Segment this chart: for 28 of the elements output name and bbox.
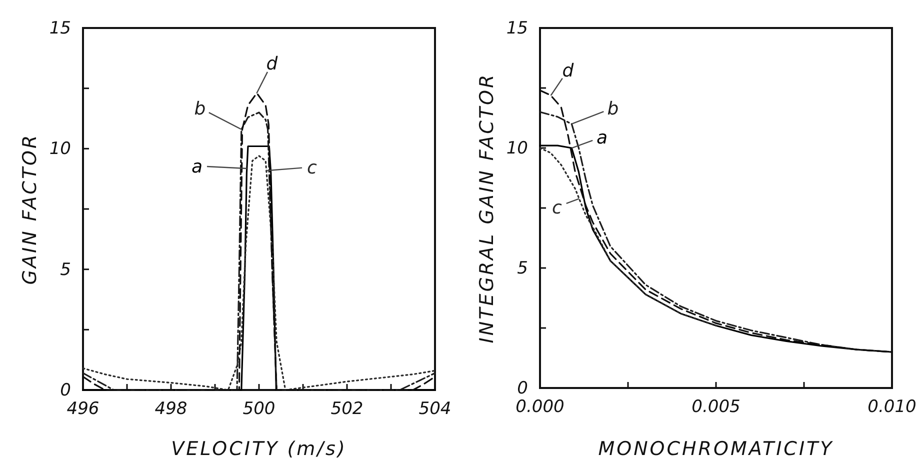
x-tick-label: 0.010 — [868, 397, 916, 418]
y-tick-label: 10 — [506, 138, 528, 158]
y-tick-label: 5 — [517, 258, 528, 278]
y-tick-label: 15 — [49, 18, 71, 38]
x-axis-title: MONOCHROMATICITY — [598, 438, 834, 460]
series-label: d — [266, 53, 278, 74]
x-axis-title: VELOCITY (m/s) — [171, 438, 347, 460]
y-tick-label: 15 — [506, 18, 528, 38]
y-tick-label: 5 — [60, 260, 71, 280]
y-axis-title: INTEGRAL GAIN FACTOR — [476, 72, 498, 344]
series-label: a — [596, 127, 608, 148]
y-tick-label: 10 — [49, 139, 71, 160]
text: b — [194, 98, 206, 120]
series-label: c — [552, 197, 562, 218]
x-tick-label: 504 — [418, 399, 452, 420]
y-tick-label: 0 — [60, 380, 71, 400]
x-tick-label: 496 — [66, 399, 100, 420]
text: a — [191, 156, 203, 178]
text: c — [307, 157, 318, 178]
x-tick-label: 0.000 — [516, 397, 564, 418]
y-axis-title: GAIN FACTOR — [19, 133, 41, 285]
x-tick-label: 502 — [330, 399, 364, 420]
x-tick-label: 0.005 — [692, 397, 740, 418]
x-tick-label: 500 — [242, 399, 276, 420]
x-tick-label: 498 — [154, 399, 188, 420]
series-label: d — [562, 60, 574, 82]
series-label: b — [607, 98, 619, 120]
y-tick-label: 0 — [517, 378, 528, 398]
